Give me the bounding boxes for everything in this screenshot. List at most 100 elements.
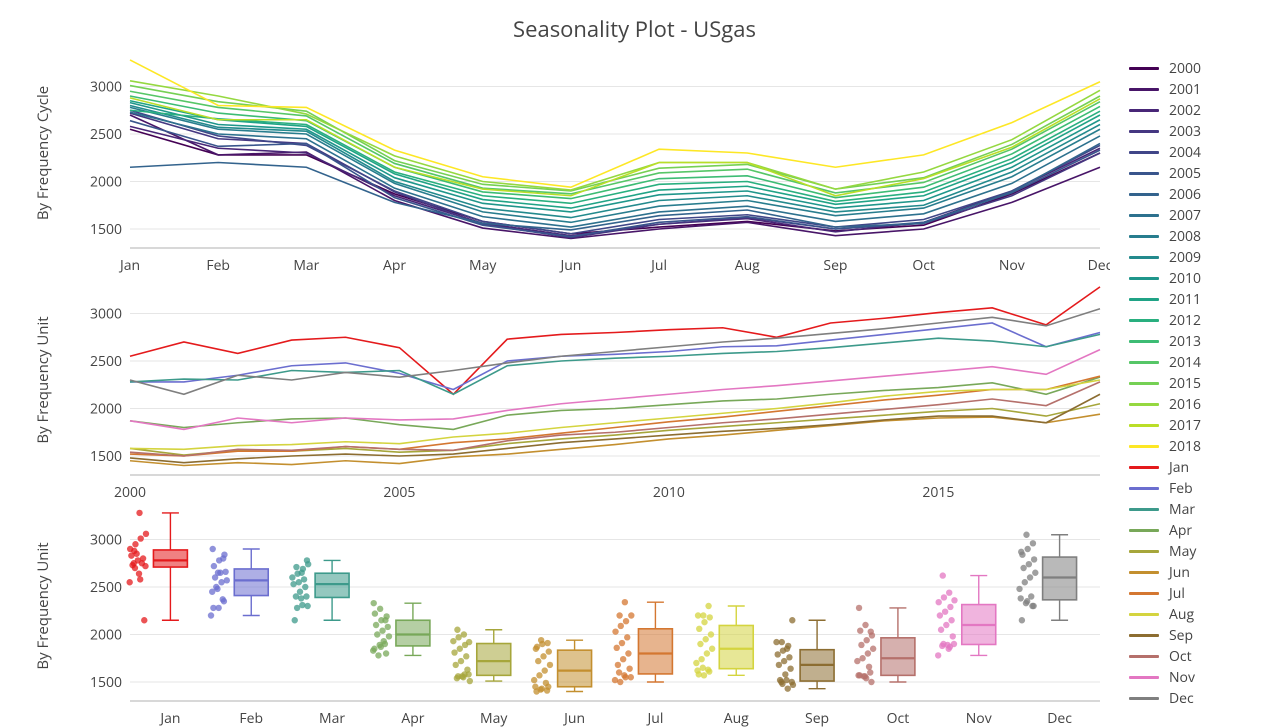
legend-item-nov[interactable]: Nov — [1129, 667, 1249, 688]
jitter-point[interactable] — [1016, 586, 1022, 592]
jitter-point[interactable] — [697, 641, 703, 647]
box-May[interactable] — [477, 644, 511, 676]
jitter-point[interactable] — [1032, 570, 1038, 576]
jitter-point[interactable] — [543, 680, 549, 686]
jitter-point[interactable] — [620, 656, 626, 662]
legend-item-jul[interactable]: Jul — [1129, 583, 1249, 604]
jitter-point[interactable] — [937, 613, 943, 619]
jitter-point[interactable] — [868, 679, 874, 685]
legend-item-feb[interactable]: Feb — [1129, 478, 1249, 499]
jitter-point[interactable] — [304, 603, 310, 609]
jitter-point[interactable] — [141, 617, 147, 623]
jitter-point[interactable] — [375, 653, 381, 659]
legend-item-may[interactable]: May — [1129, 541, 1249, 562]
jitter-point[interactable] — [383, 651, 389, 657]
jitter-point[interactable] — [619, 640, 625, 646]
legend-item-dec[interactable]: Dec — [1129, 688, 1249, 709]
legend-item-mar[interactable]: Mar — [1129, 499, 1249, 520]
legend-item-2014[interactable]: 2014 — [1129, 352, 1249, 373]
jitter-point[interactable] — [1026, 561, 1032, 567]
legend-item-jun[interactable]: Jun — [1129, 562, 1249, 583]
jitter-point[interactable] — [612, 629, 618, 635]
box-Jun[interactable] — [558, 651, 592, 688]
jitter-point[interactable] — [950, 634, 956, 640]
jitter-point[interactable] — [126, 579, 132, 585]
jitter-point[interactable] — [622, 599, 628, 605]
jitter-point[interactable] — [540, 653, 546, 659]
jitter-point[interactable] — [779, 639, 785, 645]
legend-item-jan[interactable]: Jan — [1129, 457, 1249, 478]
jitter-point[interactable] — [137, 577, 143, 583]
jitter-point[interactable] — [129, 562, 135, 568]
jitter-point[interactable] — [297, 589, 303, 595]
jitter-point[interactable] — [624, 634, 630, 640]
jitter-point[interactable] — [139, 560, 145, 566]
panel-frequency-unit-box[interactable]: 1500200025003000JanFebMarAprMayJunJulAug… — [20, 501, 1110, 728]
legend-item-2011[interactable]: 2011 — [1129, 289, 1249, 310]
jitter-point[interactable] — [1027, 575, 1033, 581]
legend-item-2007[interactable]: 2007 — [1129, 205, 1249, 226]
jitter-point[interactable] — [941, 595, 947, 601]
jitter-point[interactable] — [1020, 565, 1026, 571]
jitter-point[interactable] — [857, 628, 863, 634]
jitter-point[interactable] — [458, 658, 464, 664]
jitter-point[interactable] — [948, 617, 954, 623]
jitter-point[interactable] — [776, 662, 782, 668]
jitter-point[interactable] — [709, 646, 715, 652]
jitter-point[interactable] — [1031, 557, 1037, 563]
jitter-point[interactable] — [303, 594, 309, 600]
jitter-point[interactable] — [454, 627, 460, 633]
jitter-point[interactable] — [467, 678, 473, 684]
jitter-point[interactable] — [704, 651, 710, 657]
jitter-point[interactable] — [1029, 603, 1035, 609]
jitter-point[interactable] — [302, 584, 308, 590]
jitter-point[interactable] — [868, 629, 874, 635]
legend-item-2013[interactable]: 2013 — [1129, 331, 1249, 352]
legend-item-2002[interactable]: 2002 — [1129, 100, 1249, 121]
legend-item-2016[interactable]: 2016 — [1129, 394, 1249, 415]
legend-item-2018[interactable]: 2018 — [1129, 436, 1249, 457]
jitter-point[interactable] — [701, 672, 707, 678]
jitter-point[interactable] — [385, 624, 391, 630]
jitter-point[interactable] — [946, 590, 952, 596]
jitter-point[interactable] — [702, 636, 708, 642]
jitter-point[interactable] — [943, 622, 949, 628]
jitter-point[interactable] — [863, 637, 869, 643]
jitter-point[interactable] — [459, 673, 465, 679]
jitter-point[interactable] — [211, 563, 217, 569]
jitter-point[interactable] — [453, 662, 459, 668]
jitter-point[interactable] — [621, 672, 627, 678]
jitter-point[interactable] — [617, 679, 623, 685]
jitter-point[interactable] — [222, 569, 228, 575]
jitter-point[interactable] — [457, 646, 463, 652]
jitter-point[interactable] — [935, 653, 941, 659]
jitter-point[interactable] — [615, 662, 621, 668]
jitter-point[interactable] — [451, 650, 457, 656]
jitter-point[interactable] — [696, 626, 702, 632]
legend-item-2017[interactable]: 2017 — [1129, 415, 1249, 436]
jitter-point[interactable] — [628, 674, 634, 680]
legend-item-2009[interactable]: 2009 — [1129, 247, 1249, 268]
legend-item-2005[interactable]: 2005 — [1129, 163, 1249, 184]
jitter-point[interactable] — [546, 649, 552, 655]
jitter-point[interactable] — [386, 634, 392, 640]
jitter-point[interactable] — [859, 655, 865, 661]
jitter-point[interactable] — [775, 652, 781, 658]
jitter-point[interactable] — [379, 628, 385, 634]
jitter-point[interactable] — [705, 667, 711, 673]
jitter-point[interactable] — [784, 646, 790, 652]
jitter-point[interactable] — [781, 658, 787, 664]
box-Apr[interactable] — [396, 621, 430, 647]
legend-item-2008[interactable]: 2008 — [1129, 226, 1249, 247]
jitter-point[interactable] — [623, 618, 629, 624]
jitter-point[interactable] — [865, 651, 871, 657]
jitter-point[interactable] — [626, 666, 632, 672]
jitter-point[interactable] — [947, 604, 953, 610]
jitter-point[interactable] — [1022, 579, 1028, 585]
box-Oct[interactable] — [881, 638, 915, 676]
jitter-point[interactable] — [463, 653, 469, 659]
jitter-point[interactable] — [1024, 546, 1030, 552]
jitter-point[interactable] — [614, 645, 620, 651]
jitter-point[interactable] — [304, 558, 310, 564]
panel-frequency-cycle[interactable]: 1500200025003000JanFebMarAprMayJunJulAug… — [20, 48, 1110, 275]
